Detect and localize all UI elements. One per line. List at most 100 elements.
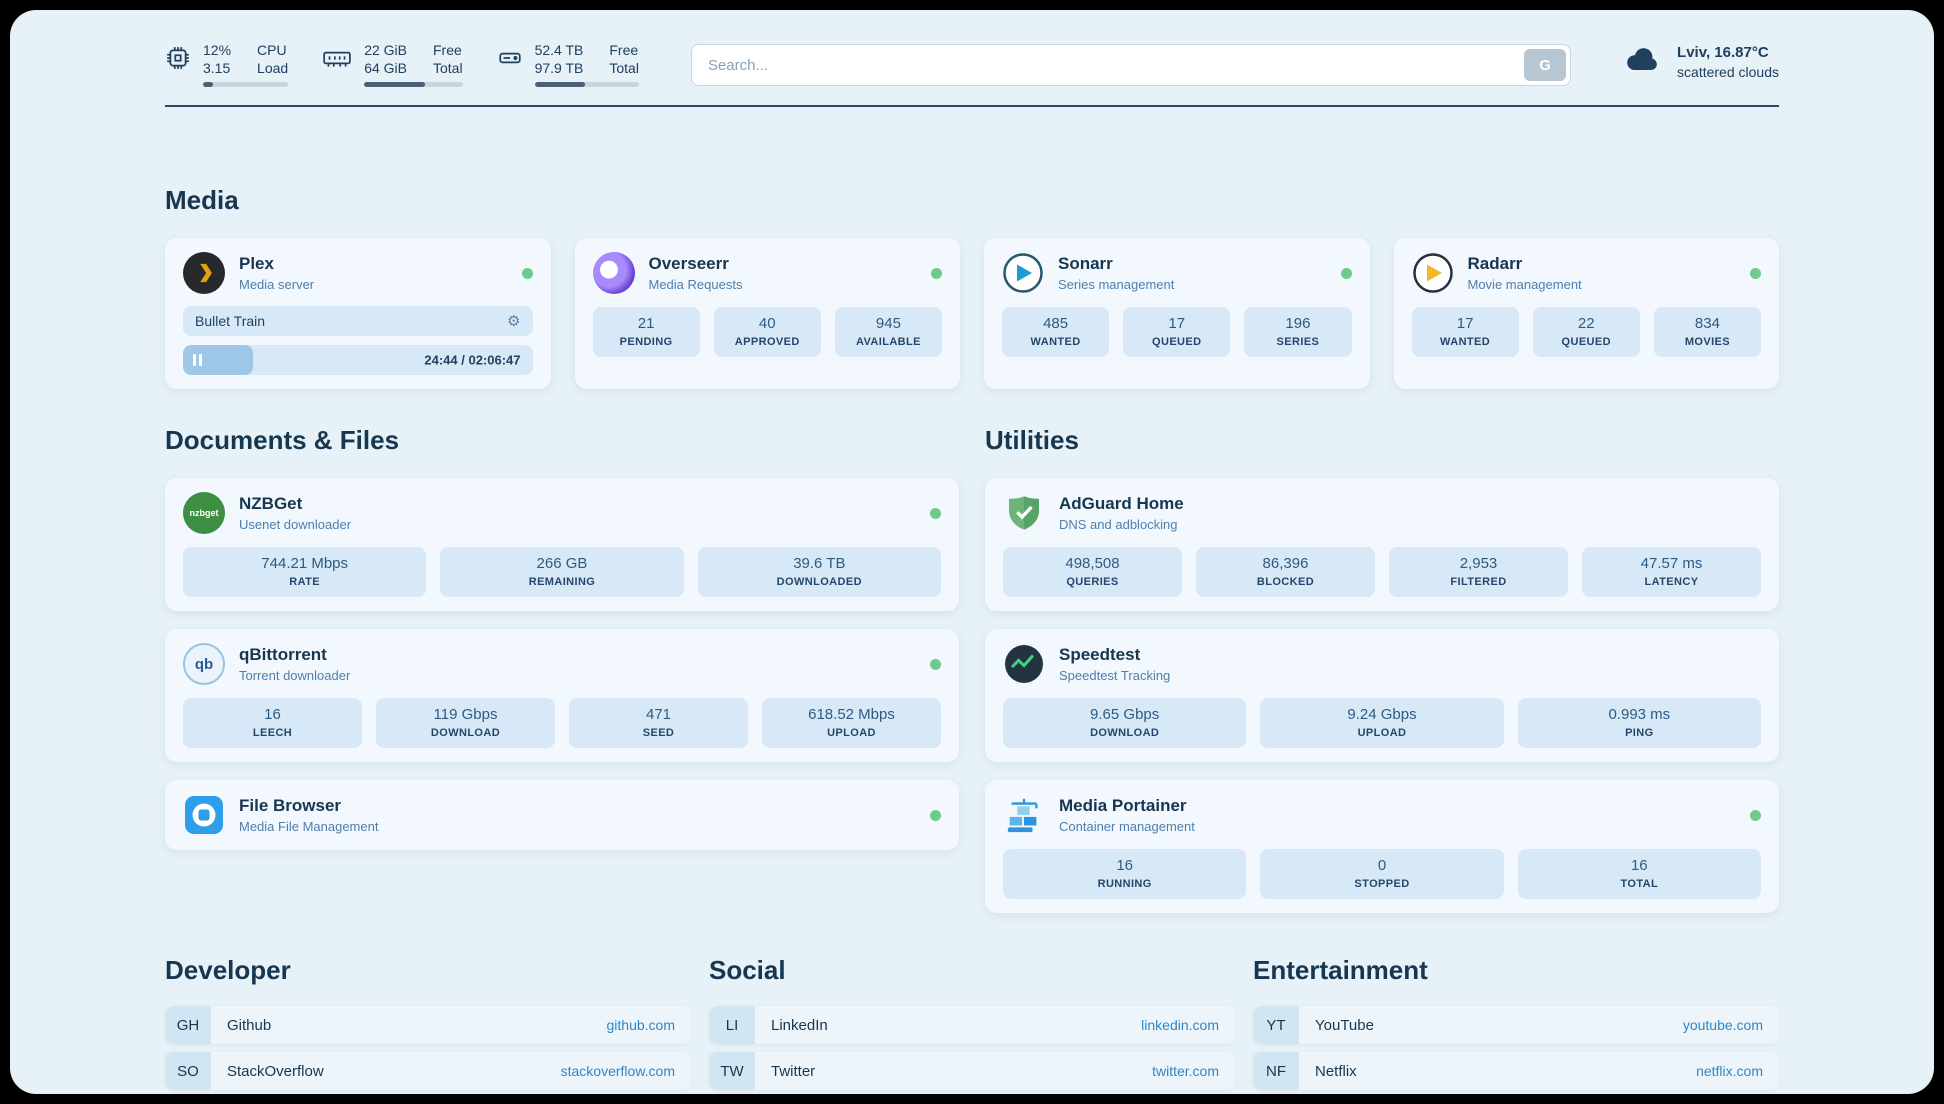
bookmark-netflix[interactable]: NF Netflix netflix.com (1253, 1052, 1779, 1090)
bookmark-link: linkedin.com (1141, 1017, 1219, 1033)
filebrowser-icon (183, 794, 225, 836)
cpu-label-2: Load (257, 60, 289, 76)
bookmark-link: youtube.com (1682, 1017, 1763, 1033)
service-title: Speedtest (1059, 645, 1141, 664)
stat-box: 196 SERIES (1244, 307, 1352, 357)
bookmark-stackoverflow[interactable]: SO StackOverflow stackoverflow.com (165, 1052, 691, 1090)
stat-box: 266 GB REMAINING (440, 547, 684, 597)
entertainment-section-title: Entertainment (1253, 955, 1428, 985)
bookmark-youtube[interactable]: YT YouTube youtube.com (1253, 1006, 1779, 1044)
sonarr-card[interactable]: Sonarr Series management 485 WANTED 17 Q… (984, 238, 1370, 389)
stat-box: 0 STOPPED (1260, 849, 1504, 899)
cpu-icon (165, 42, 191, 87)
speedtest-card[interactable]: Speedtest Speedtest Tracking 9.65 Gbps D… (985, 629, 1779, 762)
cpu-metric: 12% CPU 3.15 Load (165, 42, 289, 87)
playback-progress-bar[interactable]: 24:44 / 02:06:47 (183, 345, 533, 375)
status-dot (930, 658, 941, 670)
qbittorrent-icon: qb (183, 643, 225, 685)
stat-box: 119 Gbps DOWNLOAD (376, 698, 555, 748)
disk-progress-bar (534, 82, 639, 87)
utilities-section: Utilities AdGuard Home (985, 425, 1779, 913)
service-title: qBittorrent (239, 645, 327, 664)
status-dot (1750, 267, 1761, 279)
stat-box: 618.52 Mbps UPLOAD (762, 698, 941, 748)
disk-free-value: 52.4 TB (534, 42, 584, 58)
stat-box: 86,396 BLOCKED (1196, 547, 1375, 597)
top-bar: 12% CPU 3.15 Load 22 GiB Free 64 G (165, 10, 1779, 87)
weather-condition: scattered clouds (1677, 64, 1779, 80)
nzbget-card[interactable]: nzbget NZBGet Usenet downloader 744.21 M… (165, 478, 959, 611)
stat-box: 2,953 FILTERED (1389, 547, 1568, 597)
status-dot (1750, 809, 1761, 821)
weather-widget: Lviv, 16.87°C scattered clouds (1623, 44, 1779, 80)
ram-metric: 22 GiB Free 64 GiB Total (322, 42, 463, 87)
developer-section-title: Developer (165, 955, 291, 985)
radarr-card[interactable]: Radarr Movie management 17 WANTED 22 QUE… (1393, 238, 1779, 389)
service-subtitle: DNS and adblocking (1059, 517, 1178, 532)
bookmark-name: StackOverflow (227, 1062, 324, 1080)
disk-metric: 52.4 TB Free 97.9 TB Total (497, 42, 639, 87)
status-dot (930, 507, 941, 519)
stat-box: 9.65 Gbps DOWNLOAD (1003, 698, 1247, 748)
bookmark-linkedin[interactable]: LI LinkedIn linkedin.com (709, 1006, 1235, 1044)
stat-box: 39.6 TB DOWNLOADED (697, 547, 941, 597)
gear-icon[interactable]: ⚙ (507, 312, 521, 330)
service-title: Sonarr (1058, 254, 1113, 273)
portainer-card[interactable]: Media Portainer Container management 16 … (985, 780, 1779, 913)
bookmark-name: Github (227, 1016, 272, 1034)
documents-section: Documents & Files nzbget NZBGet Usenet d… (165, 425, 959, 913)
bookmark-abbr: NF (1253, 1052, 1299, 1090)
media-section-title: Media (165, 185, 239, 215)
cloud-icon (1623, 45, 1663, 80)
search-bar: G (690, 44, 1572, 86)
bookmark-name: Netflix (1315, 1062, 1357, 1080)
disk-label-2: Total (609, 60, 639, 76)
service-subtitle: Media File Management (239, 819, 379, 834)
status-dot (1340, 267, 1352, 279)
bookmark-link: twitter.com (1152, 1063, 1219, 1079)
stat-box: 744.21 Mbps RATE (183, 547, 427, 597)
stat-box: 47.57 ms LATENCY (1582, 547, 1761, 597)
radarr-icon (1412, 252, 1454, 294)
bookmark-twitter[interactable]: TW Twitter twitter.com (709, 1052, 1235, 1090)
social-bookmarks: Social LI LinkedIn linkedin.com TW Twitt… (709, 955, 1235, 1094)
playback-time: 24:44 / 02:06:47 (424, 352, 521, 368)
bookmark-abbr: SO (165, 1052, 211, 1090)
service-subtitle: Container management (1059, 819, 1195, 834)
dashboard-page: 12% CPU 3.15 Load 22 GiB Free 64 G (10, 10, 1934, 1094)
portainer-icon (1003, 794, 1045, 836)
overseerr-card[interactable]: Overseerr Media Requests 21 PENDING 40 A… (574, 238, 960, 389)
ram-label-2: Total (433, 60, 463, 76)
service-title: NZBGet (239, 494, 303, 513)
ram-progress-bar (364, 82, 463, 87)
stat-box: 22 QUEUED (1532, 307, 1640, 357)
stat-box: 21 PENDING (592, 307, 700, 357)
stat-box: 834 MOVIES (1653, 307, 1762, 357)
entertainment-bookmarks: Entertainment YT YouTube youtube.com NF … (1253, 955, 1779, 1094)
service-subtitle: Media Requests (648, 277, 743, 292)
documents-section-title: Documents & Files (165, 425, 400, 455)
search-provider-button[interactable]: G (1524, 49, 1567, 81)
service-subtitle: Speedtest Tracking (1059, 668, 1171, 683)
adguard-card[interactable]: AdGuard Home DNS and adblocking 498,508 … (985, 478, 1779, 611)
stat-box: 17 WANTED (1411, 307, 1519, 357)
pause-icon[interactable] (193, 354, 202, 366)
stat-box: 17 QUEUED (1123, 307, 1231, 357)
search-input[interactable] (690, 44, 1572, 86)
filebrowser-card[interactable]: File Browser Media File Management (165, 780, 959, 850)
stat-box: 40 APPROVED (713, 307, 821, 357)
plex-icon (183, 252, 225, 294)
service-title: Overseerr (648, 254, 729, 273)
service-subtitle: Movie management (1467, 277, 1582, 292)
stat-box: 16 TOTAL (1517, 849, 1761, 899)
qbittorrent-card[interactable]: qb qBittorrent Torrent downloader 16 LEE… (165, 629, 959, 762)
plex-card[interactable]: Plex Media server Bullet Train ⚙ 24:44 /… (165, 238, 551, 389)
weather-location: Lviv, 16.87°C (1677, 44, 1769, 61)
bookmark-link: stackoverflow.com (560, 1063, 675, 1079)
bookmark-abbr: TW (709, 1052, 755, 1090)
ram-label-1: Free (433, 42, 462, 58)
status-dot (930, 809, 941, 821)
bookmark-github[interactable]: GH Github github.com (165, 1006, 691, 1044)
disk-total-value: 97.9 TB (534, 60, 584, 76)
service-subtitle: Series management (1058, 277, 1175, 292)
